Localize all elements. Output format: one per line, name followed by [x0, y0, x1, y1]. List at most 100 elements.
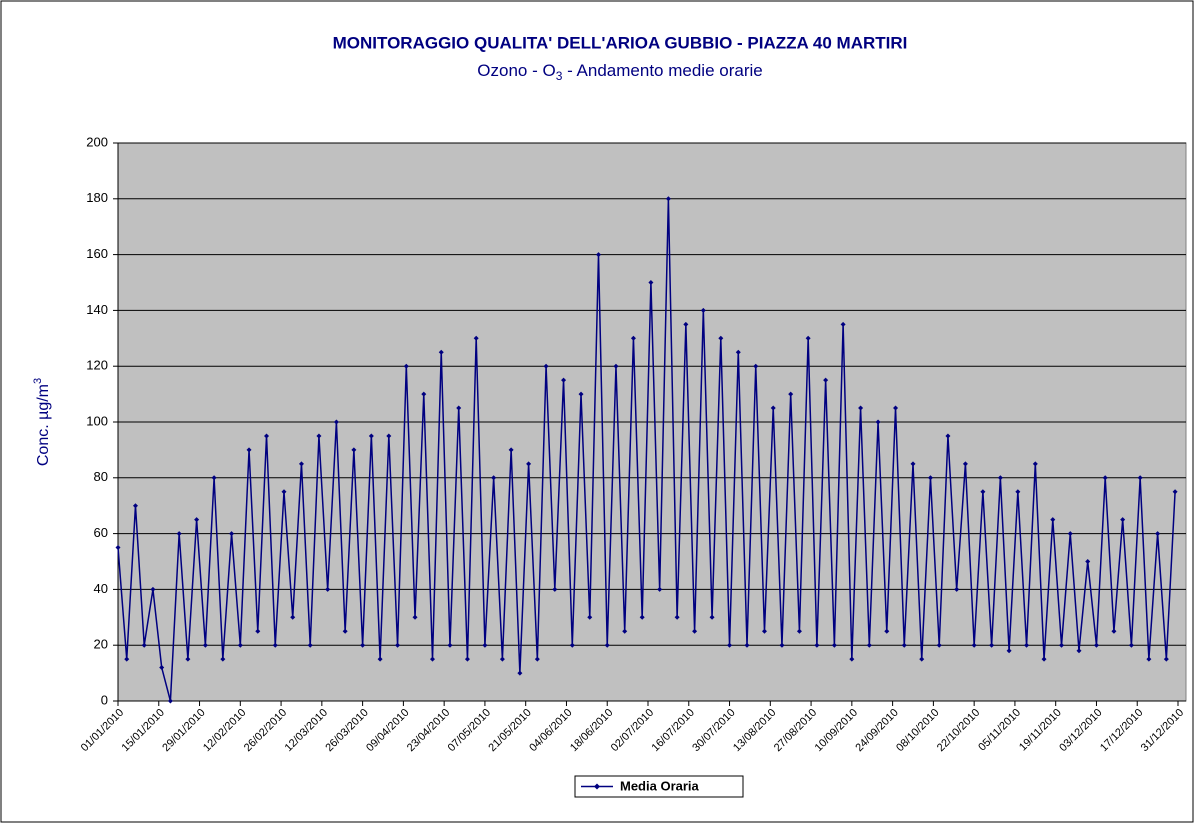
point-marker: [430, 656, 436, 662]
point-marker: [342, 628, 348, 634]
point-marker: [499, 656, 505, 662]
point-marker: [412, 614, 418, 620]
point-marker: [657, 586, 663, 592]
point-marker: [491, 475, 497, 481]
point-marker: [325, 586, 331, 592]
point-marker: [805, 335, 811, 341]
point-marker: [692, 628, 698, 634]
point-marker: [246, 447, 252, 453]
point-marker: [482, 642, 488, 648]
point-marker: [919, 656, 925, 662]
point-marker: [884, 628, 890, 634]
point-marker: [962, 461, 968, 467]
point-marker: [866, 642, 872, 648]
point-marker: [290, 614, 296, 620]
point-marker: [1067, 531, 1073, 537]
point-marker: [473, 335, 479, 341]
point-marker: [395, 642, 401, 648]
point-marker: [141, 642, 147, 648]
point-marker: [849, 656, 855, 662]
point-marker: [543, 363, 549, 369]
point-marker: [770, 405, 776, 411]
point-marker: [1006, 648, 1012, 654]
point-marker: [910, 461, 916, 467]
point-marker: [1146, 656, 1152, 662]
y-tick-label: 140: [86, 302, 108, 317]
point-marker: [1015, 489, 1021, 495]
point-marker: [727, 642, 733, 648]
point-marker: [220, 656, 226, 662]
y-tick-label: 0: [101, 692, 108, 707]
point-marker: [814, 642, 820, 648]
point-marker: [613, 363, 619, 369]
point-marker: [831, 642, 837, 648]
point-marker: [194, 517, 200, 523]
point-marker: [1172, 489, 1178, 495]
point-marker: [1163, 656, 1169, 662]
point-marker: [665, 196, 671, 202]
point-marker: [264, 433, 270, 439]
y-tick-label: 160: [86, 246, 108, 261]
point-marker: [1128, 642, 1134, 648]
point-marker: [115, 545, 121, 551]
point-marker: [1120, 517, 1126, 523]
y-tick-label: 200: [86, 134, 108, 149]
chart-title: MONITORAGGIO QUALITA' DELL'ARIOA GUBBIO …: [333, 33, 908, 52]
point-marker: [403, 363, 409, 369]
point-marker: [176, 531, 182, 537]
point-marker: [508, 447, 514, 453]
y-tick-label: 20: [94, 637, 108, 652]
point-marker: [718, 335, 724, 341]
point-marker: [700, 307, 706, 313]
subtitle-part: - Andamento medie orarie: [562, 61, 762, 80]
point-marker: [298, 461, 304, 467]
point-marker: [945, 433, 951, 439]
point-marker: [648, 280, 654, 285]
point-marker: [421, 391, 427, 397]
point-marker: [587, 614, 593, 620]
point-marker: [255, 628, 261, 634]
point-marker: [1085, 559, 1091, 564]
y-tick-label: 40: [94, 581, 108, 596]
point-marker: [901, 642, 907, 648]
point-marker: [569, 642, 575, 648]
point-marker: [980, 489, 986, 495]
point-marker: [272, 642, 278, 648]
point-marker: [552, 586, 558, 592]
chart-subtitle: Ozono - O3 - Andamento medie orarie: [477, 61, 762, 83]
point-marker: [578, 391, 584, 397]
point-marker: [709, 614, 715, 620]
point-marker: [1032, 461, 1038, 467]
point-marker: [875, 419, 881, 425]
y-label-sup: 3: [32, 378, 44, 384]
point-marker: [823, 377, 829, 383]
point-marker: [788, 391, 794, 397]
point-marker: [167, 698, 173, 704]
subtitle-part: Ozono - O: [477, 61, 555, 80]
point-marker: [1041, 656, 1047, 662]
legend-box: [574, 775, 744, 798]
point-marker: [630, 335, 636, 341]
point-marker: [997, 475, 1003, 481]
point-marker: [132, 503, 138, 509]
point-marker: [753, 363, 759, 369]
point-marker: [595, 252, 601, 258]
legend-marker: [594, 783, 600, 790]
point-marker: [604, 642, 610, 648]
point-marker: [438, 349, 444, 355]
point-marker: [858, 405, 864, 411]
y-axis-label: Conc. µg/m3: [32, 378, 52, 466]
point-marker: [316, 433, 322, 439]
point-marker: [1155, 531, 1161, 537]
series-line: [117, 198, 1176, 702]
point-marker: [185, 656, 191, 662]
point-marker: [456, 405, 462, 411]
point-marker: [1076, 648, 1082, 654]
point-marker: [333, 419, 339, 425]
point-marker: [1093, 642, 1099, 648]
point-marker: [683, 321, 689, 327]
point-marker: [377, 656, 383, 662]
point-marker: [936, 642, 942, 648]
point-marker: [561, 377, 567, 383]
